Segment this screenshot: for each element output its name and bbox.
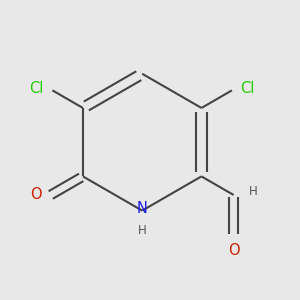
Text: N: N bbox=[137, 201, 148, 216]
Text: O: O bbox=[228, 243, 239, 258]
Text: O: O bbox=[30, 187, 42, 202]
Text: Cl: Cl bbox=[29, 80, 44, 95]
Text: H: H bbox=[138, 224, 147, 238]
Text: H: H bbox=[249, 184, 258, 198]
Text: Cl: Cl bbox=[241, 80, 255, 95]
